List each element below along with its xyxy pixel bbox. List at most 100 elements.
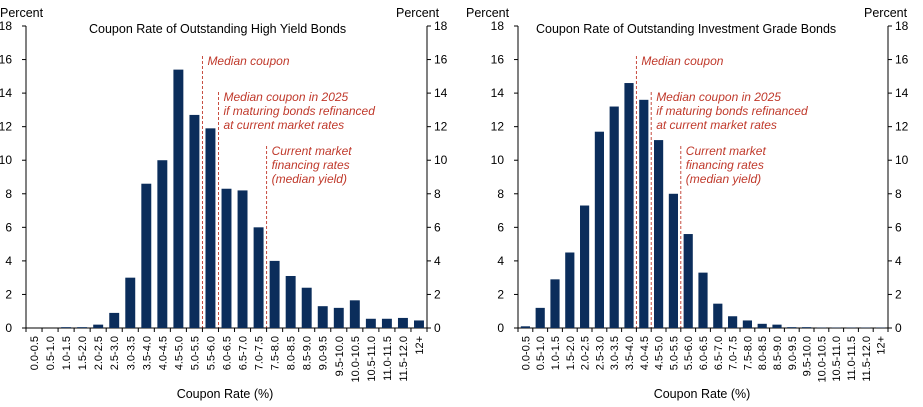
bar-1.0-1.5	[550, 279, 560, 328]
x-tick-label: 11.0-11.5	[382, 336, 394, 381]
x-tick-label: 4.0-4.5	[639, 336, 651, 370]
y-tick-label-right: 12	[434, 120, 448, 134]
y-axis-label-right: Percent	[396, 6, 440, 20]
y-tick-label-left: 2	[5, 287, 12, 301]
y-tick-label-right: 8	[434, 187, 441, 201]
bar-3.0-3.5	[125, 277, 136, 328]
bar-9.0-9.5	[787, 327, 797, 328]
bar-5.0-5.5	[189, 114, 200, 328]
x-tick-label: 8.0-8.5	[286, 336, 298, 370]
y-tick-label-right: 10	[895, 153, 909, 167]
bar-6.5-7.0	[237, 190, 248, 328]
chart-panel-2: Coupon Rate of Outstanding Investment Gr…	[466, 6, 909, 401]
bar-8.0-8.5	[285, 275, 296, 328]
bar-7.0-7.5	[253, 227, 264, 328]
x-tick-label: 11.5-12.0	[398, 336, 410, 382]
bar-0.5-1.0	[535, 307, 545, 328]
y-tick-label-left: 4	[497, 254, 504, 268]
bar-2.5-3.0	[594, 131, 604, 328]
y-tick-label-left: 8	[5, 187, 12, 201]
bar-11.5-12.0	[397, 317, 408, 328]
y-tick-label-right: 2	[434, 287, 441, 301]
x-tick-label: 2.5-3.0	[109, 336, 121, 370]
x-tick-label: 0.0-0.5	[29, 336, 41, 370]
bar-2.0-2.5	[93, 324, 104, 328]
x-tick-label: 1.5-2.0	[77, 336, 89, 370]
y-tick-label-left: 18	[491, 19, 505, 33]
x-tick-label: 9.0-9.5	[787, 336, 799, 370]
bar-0.0-0.5	[520, 326, 530, 328]
y-tick-label-right: 6	[895, 220, 902, 234]
y-tick-label-right: 6	[434, 220, 441, 234]
annotation-text: Median coupon in 2025	[656, 90, 781, 104]
bar-10.5-11.0	[365, 318, 376, 328]
bar-9.5-10.0	[333, 307, 344, 328]
x-tick-label: 2.5-3.0	[594, 336, 606, 370]
y-tick-label-right: 14	[434, 86, 448, 100]
x-tick-label: 6.5-7.0	[238, 336, 250, 370]
y-tick-label-left: 4	[5, 254, 12, 268]
x-tick-label: 3.5-4.0	[624, 336, 636, 370]
y-tick-label-left: 8	[497, 187, 504, 201]
x-tick-label: 5.5-6.0	[683, 336, 695, 370]
bar-3.5-4.0	[141, 183, 152, 328]
x-tick-label: 12+	[414, 336, 426, 355]
y-tick-label-right: 16	[434, 53, 448, 67]
x-tick-label: 4.5-5.0	[173, 336, 185, 370]
annotation-text: Current market	[686, 144, 767, 158]
annotation-text: (median yield)	[272, 172, 347, 186]
annotation-text: Median coupon in 2025	[223, 90, 348, 104]
x-tick-label: 8.5-9.0	[772, 336, 784, 370]
y-tick-label-right: 14	[895, 86, 909, 100]
x-tick-label: 3.5-4.0	[141, 336, 153, 370]
x-tick-label: 5.0-5.5	[668, 336, 680, 370]
bar-1.0-1.5	[61, 327, 72, 328]
x-tick-label: 11.5-12.0	[861, 336, 873, 382]
y-axis-label-right: Percent	[864, 6, 908, 20]
y-tick-label-left: 10	[491, 153, 505, 167]
y-tick-label-right: 10	[434, 153, 448, 167]
x-tick-label: 8.5-9.0	[302, 336, 314, 370]
y-tick-label-left: 16	[491, 53, 505, 67]
x-tick-label: 10.0-10.5	[816, 336, 828, 382]
x-tick-label: 6.5-7.0	[713, 336, 725, 370]
bar-2.5-3.0	[109, 312, 120, 328]
bar-6.0-6.5	[698, 272, 708, 328]
x-tick-label: 5.5-6.0	[206, 336, 218, 370]
y-tick-label-right: 18	[434, 19, 448, 33]
bar-7.5-8.0	[742, 320, 752, 328]
y-tick-label-right: 4	[434, 254, 441, 268]
bar-8.5-9.0	[301, 287, 312, 328]
x-tick-label: 1.0-1.5	[550, 336, 562, 370]
x-tick-label: 5.0-5.5	[189, 336, 201, 370]
bar-4.0-4.5	[157, 160, 168, 328]
x-tick-label: 3.0-3.5	[609, 336, 621, 370]
y-tick-label-right: 0	[434, 321, 441, 335]
bar-9.5-10.0	[802, 327, 812, 328]
bar-4.5-5.0	[173, 69, 184, 329]
bar-7.5-8.0	[269, 260, 280, 328]
y-tick-label-left: 6	[497, 220, 504, 234]
x-tick-label: 6.0-6.5	[698, 336, 710, 370]
x-tick-label: 10.0-10.5	[350, 336, 362, 382]
chart-title: Coupon Rate of Outstanding Investment Gr…	[536, 22, 836, 36]
x-tick-label: 10.5-11.0	[366, 336, 378, 382]
annotation-text: if maturing bonds refinanced	[223, 104, 375, 118]
bar-12+	[414, 320, 424, 328]
x-tick-label: 1.5-2.0	[565, 336, 577, 370]
x-tick-label: 10.5-11.0	[831, 336, 843, 382]
x-tick-label: 9.5-10.0	[802, 336, 814, 376]
x-tick-label: 0.0-0.5	[520, 336, 532, 370]
x-axis-label: Coupon Rate (%)	[654, 387, 751, 401]
x-tick-label: 11.0-11.5	[846, 336, 858, 381]
bar-6.5-7.0	[713, 303, 723, 328]
annotation-text: Current market	[272, 144, 353, 158]
x-tick-label: 7.5-8.0	[270, 336, 282, 370]
y-tick-label-left: 14	[0, 86, 12, 100]
bar-3.0-3.5	[609, 106, 619, 328]
bar-8.5-9.0	[772, 324, 782, 328]
chart-title: Coupon Rate of Outstanding High Yield Bo…	[89, 22, 346, 36]
y-tick-label-right: 2	[895, 287, 902, 301]
annotation-text: if maturing bonds refinanced	[656, 104, 808, 118]
